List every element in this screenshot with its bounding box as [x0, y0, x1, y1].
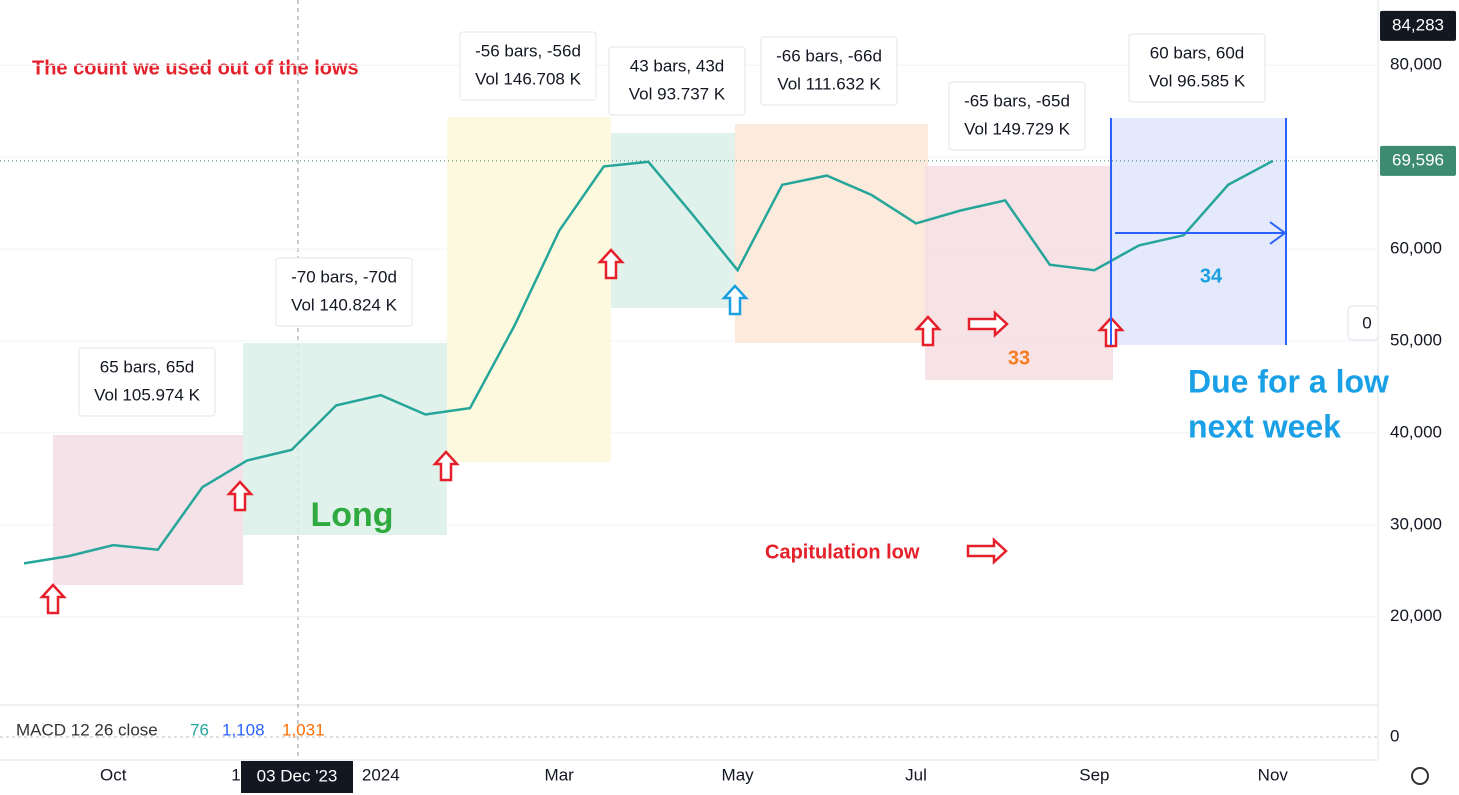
- range-label-box: [608, 46, 746, 116]
- note-capitulation: Capitulation low: [765, 541, 920, 563]
- range-box: [735, 124, 928, 343]
- macd-value: 1,031: [282, 720, 325, 739]
- macd-label: MACD 12 26 close: [16, 720, 158, 739]
- up-arrow: [226, 480, 254, 512]
- range-label-box: [1128, 33, 1266, 103]
- price-line: [23, 159, 1274, 565]
- range-box: [1111, 118, 1286, 345]
- range-box: [243, 343, 447, 535]
- x-tick-label: Nov: [1258, 765, 1289, 784]
- last-price-badge: [1380, 145, 1456, 176]
- range-volume: Vol 111.632 K: [777, 74, 881, 93]
- range-box: [447, 117, 611, 462]
- x-tick-label: Oct: [100, 765, 127, 784]
- range-bars: -65 bars, -65d: [964, 91, 1070, 110]
- note-33: 33: [1008, 347, 1030, 369]
- range-volume: Vol 146.708 K: [475, 69, 582, 88]
- range-label-box: [948, 81, 1086, 151]
- crosshair-label: 03 Dec '23: [257, 766, 338, 785]
- x-tick-label: May: [722, 765, 755, 784]
- up-arrow: [721, 284, 749, 316]
- range-bars: 60 bars, 60d: [1150, 43, 1245, 62]
- x-tick-label: Jul: [905, 765, 927, 784]
- crosshair-label-bg: [241, 761, 353, 793]
- up-arrow: [432, 450, 460, 482]
- high-badge: [1380, 10, 1456, 41]
- note-34: 34: [1200, 265, 1223, 287]
- macd-value: 76: [190, 720, 209, 739]
- range-bars: 43 bars, 43d: [630, 56, 725, 75]
- y-tick-label: 80,000: [1390, 55, 1442, 74]
- range-label-box: [760, 36, 898, 106]
- range-bars: -66 bars, -66d: [776, 46, 882, 65]
- y-tick-label: 20,000: [1390, 606, 1442, 625]
- macd-value: 1,108: [222, 720, 265, 739]
- high-label: 84,283: [1392, 15, 1444, 34]
- x-tick-label: Mar: [545, 765, 575, 784]
- range-volume: Vol 93.737 K: [629, 84, 726, 103]
- up-arrow: [597, 248, 625, 280]
- range-label-box: [275, 257, 413, 327]
- macd-tick-label: 0: [1390, 726, 1399, 745]
- range-volume: Vol 140.824 K: [291, 295, 398, 314]
- range-label-box: [78, 347, 216, 417]
- y-tick-label: 40,000: [1390, 422, 1442, 441]
- note-long: Long: [310, 496, 393, 534]
- range-volume: Vol 149.729 K: [964, 119, 1071, 138]
- blue-arrowhead: [1269, 221, 1287, 245]
- range-label-box: [459, 31, 597, 101]
- range-volume: Vol 105.974 K: [94, 385, 201, 404]
- up-arrow: [914, 315, 942, 347]
- y-tick-label: 50,000: [1390, 330, 1442, 349]
- x-tick-label: 2024: [362, 765, 400, 784]
- x-tick-fragment: 1: [231, 765, 240, 784]
- scale-badge-bg: [1347, 305, 1379, 341]
- note-due: Due for a low: [1188, 363, 1389, 399]
- range-volume: Vol 96.585 K: [1149, 71, 1246, 90]
- range-box: [611, 133, 735, 308]
- range-bars: 65 bars, 65d: [100, 357, 195, 376]
- last-price-label: 69,596: [1392, 150, 1444, 169]
- right-arrow: [966, 537, 1008, 565]
- scale-badge: 0: [1362, 313, 1371, 332]
- x-tick-label: Sep: [1079, 765, 1109, 784]
- right-arrow: [967, 310, 1009, 338]
- range-box: [53, 435, 243, 585]
- settings-icon[interactable]: [1411, 767, 1429, 785]
- range-box: [925, 166, 1113, 380]
- chart-title: The count we used out of the lows: [32, 57, 359, 79]
- note-due: next week: [1188, 408, 1341, 444]
- up-arrow: [39, 583, 67, 615]
- range-bars: -56 bars, -56d: [475, 41, 581, 60]
- y-tick-label: 30,000: [1390, 514, 1442, 533]
- y-tick-label: 60,000: [1390, 239, 1442, 258]
- range-bars: -70 bars, -70d: [291, 267, 397, 286]
